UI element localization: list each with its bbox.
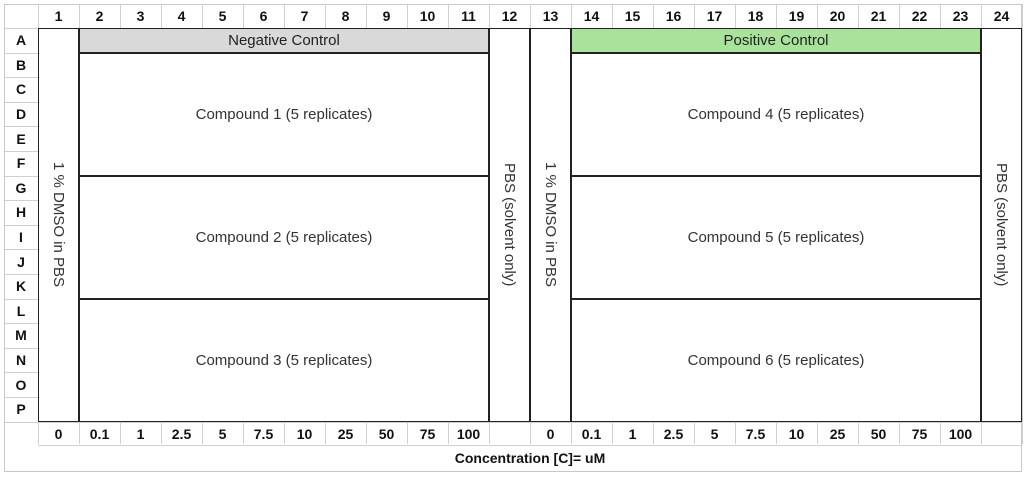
left_block-compound-box: [79, 298, 489, 422]
right_block-compound-box: [571, 175, 981, 299]
axis-title: Concentration [C]= uM: [454, 449, 606, 466]
column-header: 16: [665, 8, 682, 24]
left_block-concentration-label: 100: [456, 425, 481, 442]
left_block-control-bar: Negative Control: [79, 28, 489, 53]
column-header: 24: [993, 8, 1010, 24]
left_block-compound-label: Compound 2 (5 replicates): [195, 228, 373, 246]
left_block-dmso-label: 1 % DMSO in PBS: [50, 162, 67, 288]
right_block-concentration-label: 10: [788, 425, 805, 442]
right_block-concentration-label: 75: [911, 425, 928, 442]
right_block-compound-box: [571, 52, 981, 176]
row-header: B: [15, 56, 27, 73]
grid-hline: [4, 421, 1022, 423]
column-header: 11: [461, 8, 476, 24]
column-header: 8: [341, 8, 350, 24]
left_block-dmso-column: [38, 28, 79, 422]
left_block-concentration-label: 10: [296, 425, 313, 442]
column-header: 21: [870, 8, 887, 24]
column-header: 23: [952, 8, 969, 24]
left_block-concentration-label: 25: [337, 425, 354, 442]
right_block-control-bar: Positive Control: [571, 28, 981, 53]
row-header: G: [15, 179, 27, 196]
left_block-concentration-label: 50: [378, 425, 395, 442]
row-header: M: [15, 327, 27, 344]
right_block-pbs-column: [981, 28, 1022, 422]
row-header: C: [15, 81, 27, 98]
right_block-concentration-label: 0: [546, 425, 555, 442]
right_block-concentration-label: 0.1: [581, 425, 602, 442]
right_block-dmso-column: [530, 28, 571, 422]
right_block-compound-label: Compound 5 (5 replicates): [687, 228, 865, 246]
row-header: O: [15, 376, 27, 393]
left_block-concentration-label: 5: [218, 425, 227, 442]
row-header: H: [15, 204, 27, 221]
right_block-compound-box: [571, 298, 981, 422]
row-header: P: [16, 401, 26, 418]
column-header: 9: [382, 8, 391, 24]
left_block-compound-label: Compound 1 (5 replicates): [195, 105, 373, 123]
column-header: 5: [218, 8, 227, 24]
left_block-concentration-label: 0.1: [89, 425, 110, 442]
row-header: A: [15, 32, 27, 49]
left_block-pbs-column: [489, 28, 530, 422]
right_block-compound-label: Compound 4 (5 replicates): [687, 105, 865, 123]
column-header: 15: [624, 8, 641, 24]
column-header: 20: [829, 8, 846, 24]
column-header: 1: [54, 8, 63, 24]
grid-vline: [1022, 4, 1023, 444]
left_block-compound-label: Compound 3 (5 replicates): [195, 351, 373, 369]
right_block-concentration-label: 50: [870, 425, 887, 442]
left_block-compound-box: [79, 52, 489, 176]
left_block-concentration-label: 1: [136, 425, 145, 442]
right_block-concentration-label: 1: [628, 425, 637, 442]
left_block-concentration-label: 7.5: [253, 425, 274, 442]
row-header: E: [16, 130, 26, 147]
column-header: 2: [95, 8, 104, 24]
right_block-dmso-label: 1 % DMSO in PBS: [542, 162, 559, 288]
column-header: 7: [300, 8, 309, 24]
column-header: 3: [136, 8, 145, 24]
column-header: 19: [788, 8, 805, 24]
column-header: 14: [583, 8, 600, 24]
row-header: K: [15, 278, 27, 295]
right_block-compound-label: Compound 6 (5 replicates): [687, 351, 865, 369]
column-header: 6: [259, 8, 268, 24]
left_block-compound-box: [79, 175, 489, 299]
right_block-pbs-label: PBS (solvent only): [993, 163, 1010, 287]
row-header: F: [16, 155, 26, 172]
row-header: L: [16, 302, 26, 319]
grid-hline: [38, 444, 1022, 446]
right_block-concentration-label: 7.5: [745, 425, 766, 442]
row-header: J: [17, 253, 25, 270]
column-header: 13: [542, 8, 559, 24]
left_block-concentration-label: 2.5: [171, 425, 192, 442]
column-header: 12: [501, 8, 518, 24]
left_block-concentration-label: 0: [54, 425, 63, 442]
left_block-pbs-label: PBS (solvent only): [501, 163, 518, 287]
row-header: D: [15, 106, 27, 123]
row-header: N: [15, 352, 27, 369]
column-header: 10: [419, 8, 436, 24]
right_block-concentration-label: 100: [948, 425, 973, 442]
right_block-concentration-label: 5: [710, 425, 719, 442]
column-header: 17: [706, 8, 723, 24]
column-header: 22: [911, 8, 928, 24]
column-header: 18: [747, 8, 764, 24]
right_block-concentration-label: 2.5: [663, 425, 684, 442]
row-header: I: [19, 229, 23, 246]
left_block-concentration-label: 75: [419, 425, 436, 442]
right_block-concentration-label: 25: [829, 425, 846, 442]
column-header: 4: [177, 8, 186, 24]
